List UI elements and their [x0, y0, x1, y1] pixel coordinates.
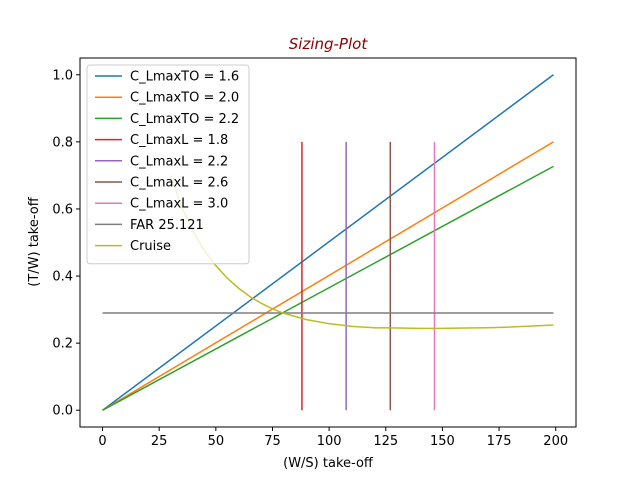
series-3-line [102, 165, 554, 411]
legend-label: C_LmaxL = 3.0 [130, 197, 228, 212]
x-axis-ticks: 0 25 50 75 100 125 150 175 200 [98, 427, 568, 449]
y-tick-label: 0.4 [52, 270, 73, 285]
x-tick-label: 0 [98, 434, 106, 449]
x-tick-label: 150 [430, 434, 455, 449]
x-tick-label: 25 [151, 434, 168, 449]
legend: C_LmaxTO = 1.6 C_LmaxTO = 2.0 C_LmaxTO = 2… [86, 64, 250, 265]
x-tick-label: 200 [543, 434, 568, 449]
chart-title: Sizing-Plot [289, 35, 369, 53]
legend-label: C_LmaxTO = 2.0 [130, 91, 239, 106]
legend-label: C_LmaxTO = 2.2 [130, 112, 239, 127]
series-2-line [102, 141, 554, 411]
series-1-line [102, 74, 554, 411]
x-axis-label: (W/S) take-off [283, 456, 374, 471]
x-tick-label: 175 [487, 434, 512, 449]
x-tick-label: 50 [208, 434, 225, 449]
legend-label: FAR 25.121 [130, 218, 204, 233]
y-tick-label: 1.0 [52, 68, 73, 83]
x-tick-label: 100 [317, 434, 342, 449]
legend-label: C_LmaxL = 2.2 [130, 154, 228, 169]
y-tick-label: 0.8 [52, 135, 73, 150]
legend-label: C_LmaxL = 2.6 [130, 176, 228, 191]
legend-box [86, 64, 250, 265]
y-axis-label: (T/W) take-off [27, 196, 42, 286]
y-tick-label: 0.2 [52, 337, 73, 352]
y-tick-label: 0.6 [52, 202, 73, 217]
legend-label: Cruise [130, 239, 171, 254]
legend-label: C_LmaxTO = 1.6 [130, 70, 239, 85]
x-tick-label: 75 [264, 434, 281, 449]
y-axis-ticks: 0.0 0.2 0.4 0.6 0.8 1.0 [52, 68, 80, 419]
x-tick-label: 125 [373, 434, 398, 449]
axes-frame [79, 57, 577, 428]
y-tick-label: 0.0 [52, 404, 73, 419]
legend-label: C_LmaxL = 1.8 [130, 133, 228, 148]
